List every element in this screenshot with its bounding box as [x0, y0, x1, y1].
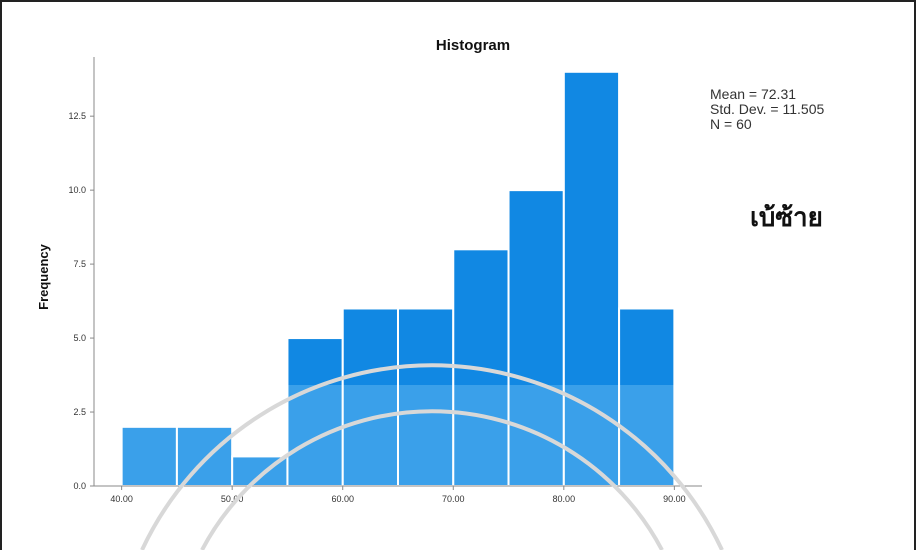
x-tick-label: 60.00 — [331, 494, 354, 504]
x-tick-label: 40.00 — [110, 494, 133, 504]
watermark-arcs — [140, 363, 724, 551]
y-tick-label: 0.0 — [73, 481, 86, 491]
stat-std-dev: Std. Dev. = 11.505 — [710, 101, 824, 117]
y-tick-label: 5.0 — [73, 333, 86, 343]
y-tick-label: 7.5 — [73, 259, 86, 269]
histogram-bar — [507, 189, 565, 487]
axes-group: 0.0 2.5 5.0 7.5 10.0 12.5 40.00 50.00 60.00 70.00… — [68, 57, 702, 504]
x-tick-label: 50.00 — [221, 494, 244, 504]
histogram-bar — [618, 307, 676, 487]
x-tick-label: 90.00 — [663, 494, 686, 504]
histogram-bar — [120, 425, 178, 487]
y-axis-label: Frequency — [36, 243, 51, 310]
stat-n: N = 60 — [710, 116, 752, 132]
y-tick-label: 2.5 — [73, 407, 86, 417]
histogram-bar — [341, 307, 399, 487]
histogram-bar — [562, 70, 621, 488]
stat-mean: Mean = 72.31 — [710, 86, 796, 102]
y-tick-label: 10.0 — [68, 185, 86, 195]
histogram-bar — [286, 337, 344, 487]
histogram-bar — [175, 425, 234, 487]
bars-group — [120, 70, 676, 488]
x-tick-label: 70.00 — [442, 494, 465, 504]
x-tick-label: 80.00 — [553, 494, 576, 504]
y-tick-label: 12.5 — [68, 111, 86, 121]
histogram-bar — [397, 307, 455, 487]
skew-annotation: เบ้ซ้าย — [750, 202, 823, 232]
stats-box: Mean = 72.31 Std. Dev. = 11.505 N = 60 — [710, 86, 824, 132]
chart-title: Histogram — [436, 37, 510, 54]
